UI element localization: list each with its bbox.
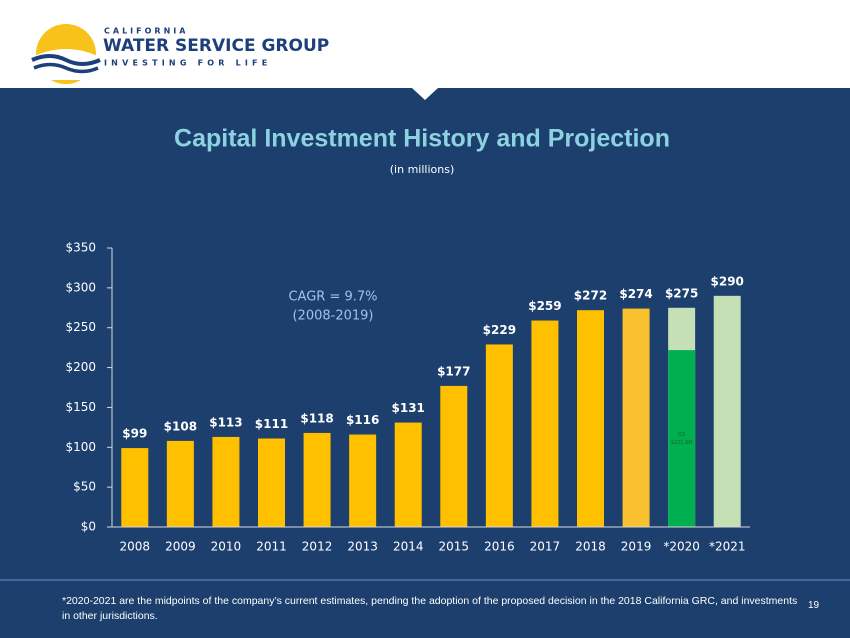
value-label: $275: [665, 286, 698, 300]
value-label: $259: [528, 299, 561, 313]
bar-segment: [668, 350, 696, 527]
logo-wave: [33, 62, 99, 74]
annotation: (2008-2019): [292, 309, 373, 324]
bar: [577, 310, 604, 527]
value-label: $290: [711, 274, 744, 288]
bar: [212, 436, 240, 527]
y-tick-label: $50: [73, 480, 96, 494]
value-label: $99: [122, 427, 147, 441]
bar: [121, 448, 149, 527]
bar: [622, 308, 650, 527]
x-tick-label: 2014: [393, 540, 424, 554]
x-tick-label: 2009: [165, 540, 196, 554]
chart-subtitle: (in millions): [390, 163, 454, 176]
annotation: CAGR = 9.7%: [288, 290, 377, 305]
brand-top: CALIFORNIA: [104, 27, 188, 36]
x-tick-label: 2017: [530, 540, 561, 554]
y-tick-label: $150: [65, 400, 96, 414]
y-tick-label: $100: [65, 440, 96, 454]
x-tick-label: 2013: [347, 540, 378, 554]
value-label: $116: [346, 413, 379, 427]
logo-wave: [31, 54, 101, 66]
value-label: $118: [300, 411, 333, 425]
bar: [485, 344, 513, 527]
x-tick-label: 2016: [484, 540, 515, 554]
bar: [166, 440, 194, 527]
y-tick-label: $200: [65, 360, 96, 374]
segment-label: Q3: [678, 432, 685, 438]
header-bg: [0, 0, 850, 88]
brand: WATER SERVICE GROUP: [103, 36, 329, 56]
bar: [303, 432, 331, 527]
x-tick-label: 2011: [256, 540, 287, 554]
y-tick-label: $0: [81, 520, 96, 534]
bar: [713, 295, 741, 527]
y-tick-label: $350: [65, 241, 96, 255]
value-label: $272: [574, 289, 607, 303]
x-tick-label: 2010: [211, 540, 242, 554]
value-label: $274: [619, 287, 652, 301]
tagline: INVESTING FOR LIFE: [104, 59, 271, 68]
value-label: $177: [437, 364, 470, 378]
chart-title: Capital Investment History and Projectio…: [174, 125, 670, 153]
value-label: $108: [164, 419, 197, 433]
x-tick-label: 2018: [575, 540, 606, 554]
segment-label: $221.9M: [671, 440, 693, 446]
bar: [394, 422, 422, 527]
body-bg: [0, 88, 850, 638]
x-tick-label: 2012: [302, 540, 333, 554]
page-number: 19: [808, 600, 820, 611]
value-label: $131: [392, 401, 425, 415]
footnote: *2020-2021 are the midpoints of the comp…: [62, 595, 798, 622]
y-tick-label: $300: [65, 280, 96, 294]
value-label: $229: [483, 323, 516, 337]
x-tick-label: *2020: [663, 540, 700, 554]
logo: CALIFORNIA WATER SERVICE GROUP INVESTING…: [30, 24, 329, 84]
value-label: $111: [255, 417, 288, 431]
x-tick-label: 2008: [120, 540, 151, 554]
y-tick-label: $250: [65, 320, 96, 334]
bar: [440, 385, 468, 527]
x-tick-label: 2015: [439, 540, 470, 554]
x-tick-label: 2019: [621, 540, 652, 554]
x-tick-label: *2021: [709, 540, 746, 554]
bar: [349, 434, 377, 527]
notch: [412, 88, 438, 100]
bar: [258, 438, 285, 527]
value-label: $113: [209, 415, 242, 429]
bar: [531, 320, 559, 527]
